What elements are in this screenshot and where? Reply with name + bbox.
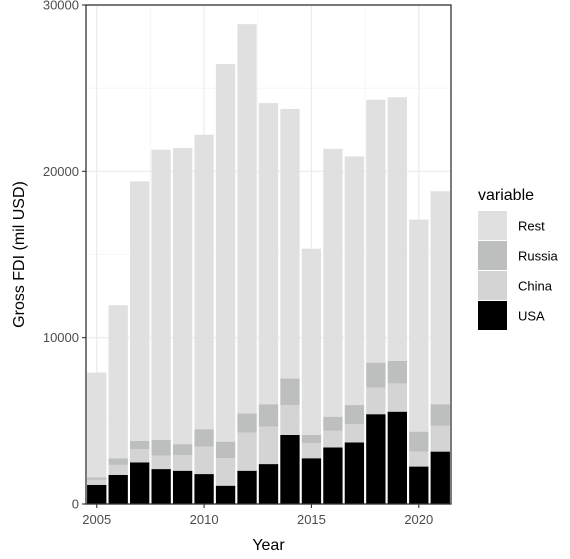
bar-segment-china-2012 <box>237 432 257 471</box>
x-tick-label: 2020 <box>404 512 433 527</box>
bar-segment-china-2019 <box>387 383 407 412</box>
axes: 2005 2010 2015 2020 0 10000 20000 30000 <box>43 0 433 527</box>
bar-segment-russia-2016 <box>323 416 343 431</box>
legend-label-russia: Russia <box>518 249 559 264</box>
bar-segment-rest-2010 <box>194 134 214 430</box>
legend-key-china <box>478 271 507 300</box>
bar-segment-china-2008 <box>151 455 171 470</box>
bar-segment-russia-2008 <box>151 439 171 456</box>
bar-segment-russia-2005 <box>87 477 107 480</box>
bar-segment-usa-2020 <box>409 466 429 504</box>
x-axis-label: Year <box>252 537 285 554</box>
bar-segment-china-2017 <box>344 424 365 443</box>
bar-segment-usa-2011 <box>215 485 236 504</box>
bar-segment-usa-2014 <box>280 434 300 504</box>
bar-segment-rest-2005 <box>87 372 107 478</box>
bar-segment-russia-2009 <box>172 444 193 455</box>
bar-segment-china-2014 <box>280 405 300 435</box>
bar-segment-usa-2007 <box>130 462 150 504</box>
bar-segment-russia-2021 <box>430 404 450 426</box>
bar-segment-usa-2017 <box>344 442 365 504</box>
bar-segment-rest-2007 <box>130 181 150 441</box>
legend-title: variable <box>478 187 534 204</box>
bar-segment-usa-2008 <box>151 469 171 504</box>
bar-segment-rest-2009 <box>172 148 193 445</box>
bar-segment-russia-2015 <box>301 434 322 444</box>
bar-segment-usa-2005 <box>87 484 107 504</box>
bar-segment-usa-2021 <box>430 451 450 504</box>
bar-segment-china-2018 <box>366 387 386 415</box>
bar-segment-rest-2014 <box>280 108 300 379</box>
bar-segment-russia-2010 <box>194 429 214 447</box>
legend-label-usa: USA <box>518 309 545 324</box>
bar-segment-rest-2016 <box>323 148 343 417</box>
bar-segment-china-2015 <box>301 443 322 459</box>
y-axis-label: Gross FDI (mil USD) <box>11 181 28 328</box>
bar-segment-china-2011 <box>215 458 236 486</box>
bar-segment-rest-2012 <box>237 24 257 414</box>
legend: variable Rest Russia China USA <box>478 187 559 330</box>
bar-segment-china-2005 <box>87 479 107 485</box>
x-tick-label: 2015 <box>297 512 326 527</box>
bar-segment-russia-2006 <box>108 458 128 465</box>
bar-segment-china-2020 <box>409 451 429 467</box>
y-tick-label: 10000 <box>43 330 79 345</box>
legend-key-russia <box>478 241 507 270</box>
bar-segment-china-2016 <box>323 430 343 448</box>
bar-segment-usa-2019 <box>387 411 407 504</box>
bar-segment-china-2007 <box>130 449 150 463</box>
bar-segment-rest-2008 <box>151 149 171 440</box>
bar-segment-china-2021 <box>430 425 450 452</box>
bar-segment-russia-2019 <box>387 360 407 384</box>
legend-label-china: China <box>518 279 553 294</box>
bar-segment-rest-2017 <box>344 156 365 406</box>
bar-segment-usa-2013 <box>258 464 279 504</box>
bar-segment-rest-2011 <box>215 64 236 442</box>
bar-segment-rest-2015 <box>301 248 322 435</box>
y-tick-label: 30000 <box>43 0 79 13</box>
bar-segment-rest-2021 <box>430 191 450 405</box>
bar-segment-russia-2020 <box>409 431 429 452</box>
bar-segment-china-2009 <box>172 454 193 471</box>
legend-key-usa <box>478 301 507 330</box>
bar-segment-china-2010 <box>194 446 214 475</box>
bar-segment-china-2013 <box>258 426 279 465</box>
legend-key-rest <box>478 211 507 240</box>
bar-segment-usa-2015 <box>301 458 322 504</box>
bar-segment-rest-2019 <box>387 97 407 361</box>
y-tick-label: 20000 <box>43 164 79 179</box>
y-tick-label: 0 <box>72 497 79 512</box>
bars <box>87 24 450 504</box>
bar-segment-china-2006 <box>108 464 128 475</box>
bar-segment-usa-2006 <box>108 474 128 504</box>
legend-label-rest: Rest <box>518 219 545 234</box>
bar-segment-rest-2018 <box>366 99 386 363</box>
bar-segment-rest-2013 <box>258 103 279 405</box>
x-tick-label: 2005 <box>82 512 111 527</box>
plot-panel-border <box>85 4 452 505</box>
bar-segment-usa-2018 <box>366 414 386 504</box>
bar-segment-russia-2013 <box>258 404 279 427</box>
bar-segment-usa-2009 <box>172 470 193 504</box>
bar-segment-russia-2012 <box>237 413 257 433</box>
bar-segment-russia-2018 <box>366 362 386 388</box>
bar-segment-russia-2007 <box>130 440 150 450</box>
bar-segment-russia-2011 <box>215 441 236 459</box>
bar-segment-usa-2016 <box>323 447 343 504</box>
bar-segment-rest-2020 <box>409 219 429 432</box>
bar-segment-rest-2006 <box>108 305 128 459</box>
bar-segment-usa-2010 <box>194 474 214 504</box>
x-tick-label: 2010 <box>190 512 219 527</box>
bar-segment-russia-2017 <box>344 405 365 425</box>
bar-segment-russia-2014 <box>280 378 300 406</box>
bar-segment-usa-2012 <box>237 470 257 504</box>
